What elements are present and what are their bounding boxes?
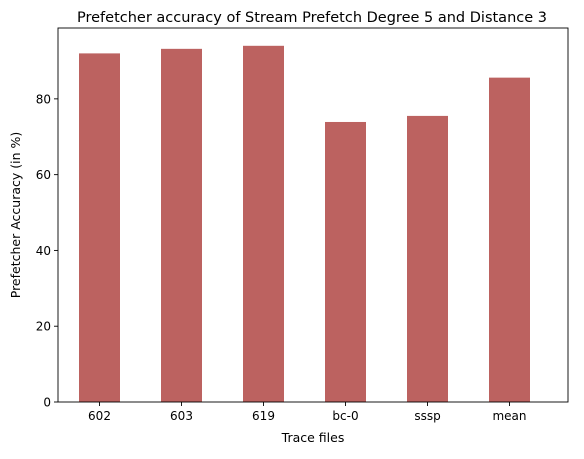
bar-mean (489, 77, 530, 402)
x-tick-label: sssp (414, 409, 440, 423)
bar-series (79, 45, 530, 403)
y-tick-label: 80 (36, 92, 51, 106)
x-axis-label: Trace files (281, 430, 345, 445)
x-tick-label: 619 (252, 409, 275, 423)
x-axis-ticks: 602 603 619 bc-0 sssp mean (88, 402, 527, 423)
x-tick-label: bc-0 (332, 409, 358, 423)
x-tick-label: 602 (88, 409, 111, 423)
y-axis-ticks: 0 20 40 60 80 (36, 92, 58, 410)
bar-sssp (407, 115, 448, 403)
y-axis-label: Prefetcher Accuracy (in %) (8, 132, 23, 299)
bar-619 (243, 45, 284, 403)
x-tick-label: mean (492, 409, 526, 423)
plot-area-frame (57, 27, 569, 403)
y-tick-label: 20 (36, 320, 51, 334)
x-tick-label: 603 (170, 409, 193, 423)
chart-title: Prefetcher accuracy of Stream Prefetch D… (77, 10, 547, 26)
y-tick-label: 60 (36, 168, 51, 182)
bar-603 (161, 48, 202, 402)
y-tick-label: 0 (43, 396, 51, 410)
bar-602 (79, 53, 120, 402)
y-tick-label: 40 (36, 244, 51, 258)
bar-bc-0 (325, 121, 366, 402)
